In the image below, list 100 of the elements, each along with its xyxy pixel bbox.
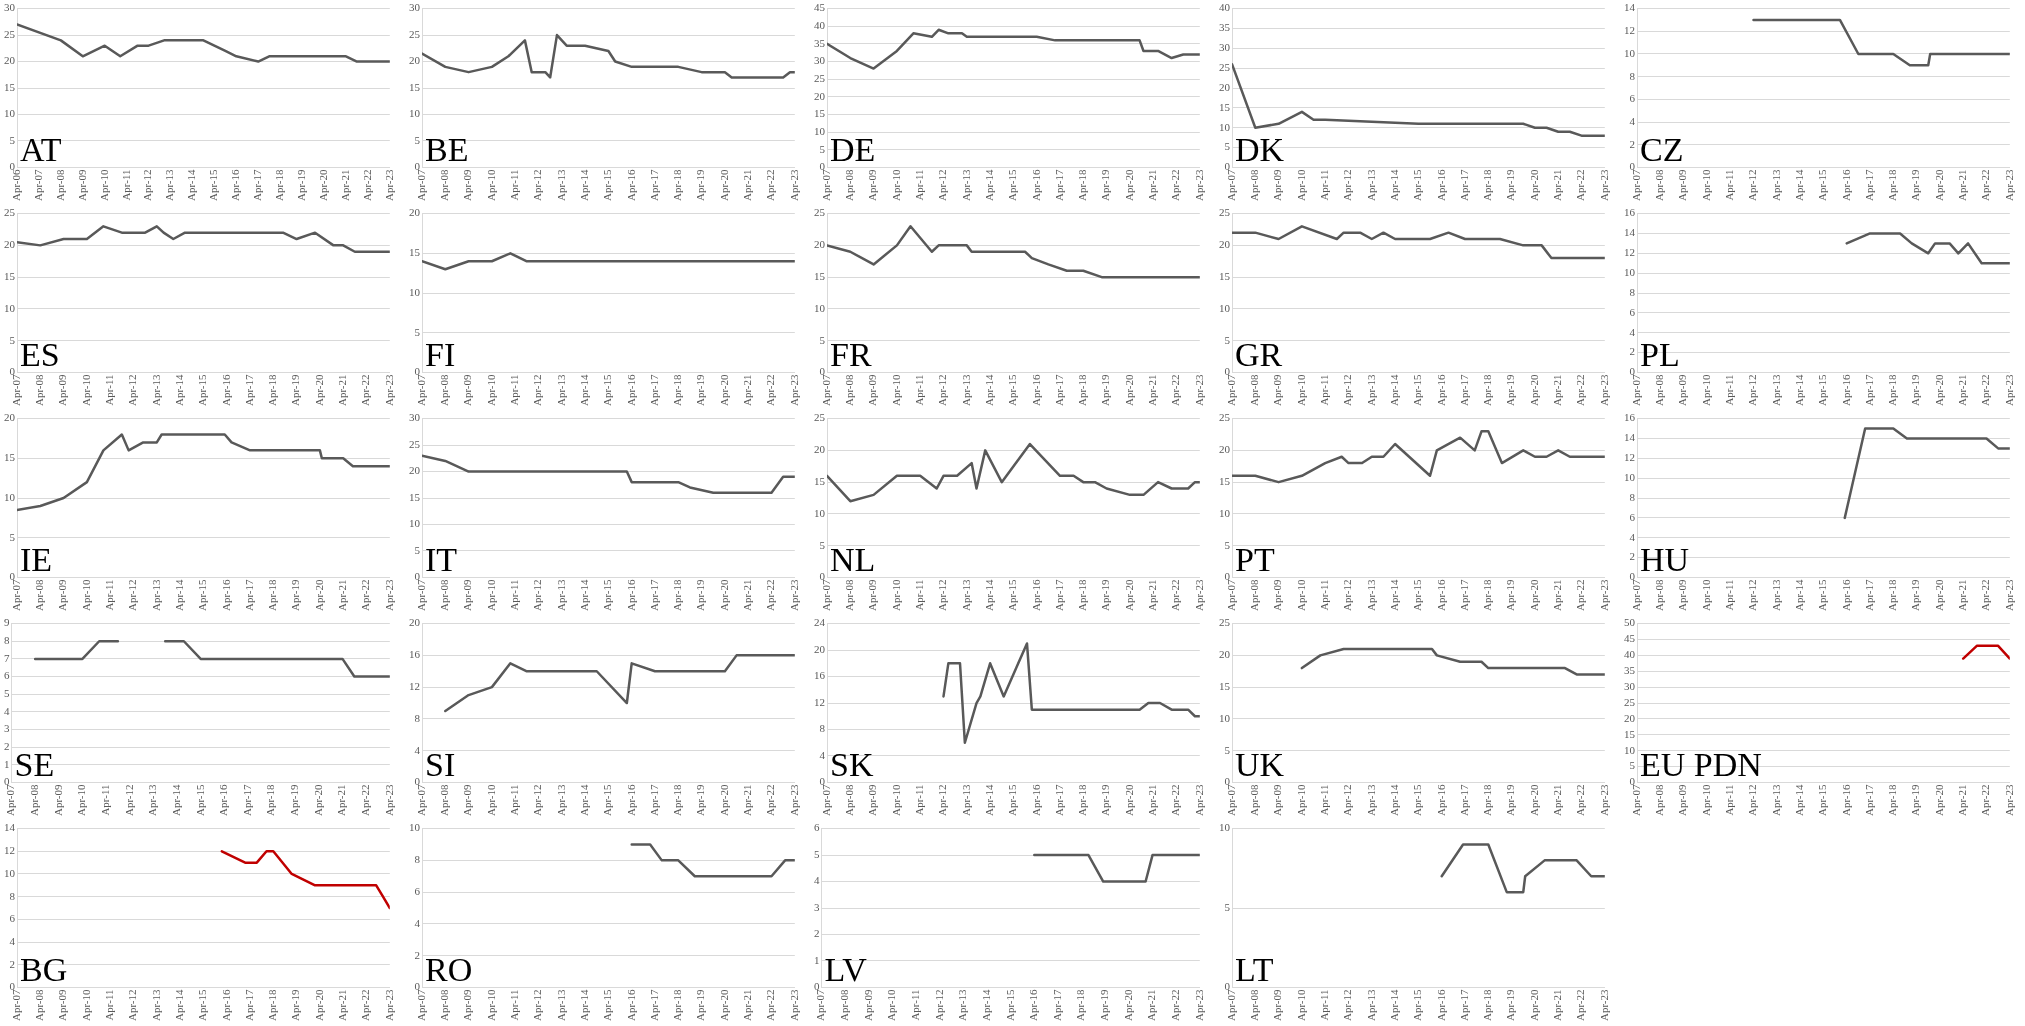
x-tick-label: Apr-19	[1099, 578, 1112, 612]
x-tick-label: Apr-20	[717, 578, 730, 612]
x-tick-label: Apr-08	[843, 373, 856, 407]
y-tick-label: 50	[1624, 616, 1636, 629]
x-tick-label: Apr-13	[1364, 373, 1377, 407]
x-tick-label: Apr-21	[1551, 784, 1564, 817]
y-tick-label: 8	[4, 634, 10, 647]
x-tick-label: Apr-09	[1676, 578, 1689, 612]
x-tick-label: Apr-12	[1746, 784, 1759, 817]
x-tick-label: Apr-22	[1169, 374, 1182, 407]
x-tick-label: Apr-19	[1909, 578, 1922, 612]
x-tick-label: Apr-23	[1192, 783, 1205, 817]
x-tick-label: Apr-10	[1294, 988, 1307, 1022]
x-tick-label: Apr-23	[382, 168, 395, 202]
x-tick-label: Apr-22	[1979, 784, 1992, 817]
x-tick-label: Apr-12	[1746, 374, 1759, 407]
x-tick-label: Apr-21	[741, 784, 754, 817]
x-tick-label: Apr-09	[1676, 373, 1689, 407]
x-tick-label: Apr-12	[122, 784, 135, 817]
x-tick-label: Apr-18	[266, 988, 279, 1022]
y-tick-label: 9	[4, 616, 10, 629]
y-tick-label: 4	[1629, 530, 1636, 543]
x-tick-label: Apr-19	[294, 168, 307, 202]
text: IE	[20, 541, 53, 579]
x-tick-label: Apr-16	[624, 578, 637, 612]
x-tick-label: Apr-17	[1457, 988, 1470, 1022]
y-tick-label: 2	[9, 957, 15, 970]
x-tick-label: Apr-11	[103, 989, 116, 1021]
x-tick-label: Apr-20	[1121, 988, 1134, 1022]
x-tick-label: Apr-18	[1076, 373, 1089, 407]
x-tick-label: Apr-09	[866, 783, 879, 817]
x-tick-label: Apr-17	[1862, 168, 1875, 202]
x-tick-label: Apr-15	[1411, 168, 1424, 202]
text: PT	[1235, 541, 1275, 579]
y-tick-label: 4	[819, 748, 826, 761]
x-tick-label: Apr-16	[1029, 373, 1042, 407]
text: BG	[20, 951, 68, 989]
x-tick-label: Apr-18	[1076, 578, 1089, 612]
x-tick-label: Apr-22	[764, 374, 777, 407]
x-tick-label: Apr-08	[1653, 168, 1666, 202]
x-tick-label: Apr-13	[149, 988, 162, 1022]
y-tick-label: 10	[4, 107, 16, 120]
y-tick-label: 15	[814, 475, 826, 488]
x-tick-label: Apr-12	[936, 374, 949, 407]
y-tick-label: 40	[814, 19, 826, 32]
x-tick-label: Apr-18	[1076, 783, 1089, 817]
x-tick-label: Apr-08	[438, 578, 451, 612]
y-tick-label: 15	[1219, 100, 1231, 113]
text: SK	[830, 746, 874, 784]
x-tick-label: Apr-20	[1527, 988, 1540, 1022]
y-tick-label: 4	[4, 704, 10, 717]
x-tick-label: Apr-21	[336, 989, 349, 1022]
x-tick-label: Apr-19	[1099, 373, 1112, 407]
y-tick-label: 6	[4, 669, 10, 682]
x-tick-label: Apr-16	[1839, 373, 1852, 407]
x-tick-label: Apr-09	[866, 168, 879, 202]
x-tick-label: Apr-08	[33, 578, 46, 612]
x-tick-label: Apr-09	[461, 168, 474, 202]
y-tick-label: 30	[1624, 680, 1636, 693]
x-tick-label: Apr-15	[207, 168, 220, 202]
x-tick-label: Apr-19	[1098, 988, 1111, 1022]
x-tick-label: Apr-20	[312, 373, 325, 407]
y-tick-label: 15	[409, 490, 421, 503]
x-tick-label: Apr-23	[2002, 578, 2015, 612]
y-tick-label: 6	[1629, 305, 1636, 318]
x-tick-label: Apr-10	[1699, 578, 1712, 612]
x-tick-label: Apr-12	[531, 989, 544, 1022]
x-tick-label: Apr-12	[1746, 579, 1759, 612]
x-tick-label: Apr-23	[2002, 168, 2015, 202]
y-tick-label: 10	[1219, 120, 1231, 133]
x-tick-label: Apr-12	[932, 989, 945, 1022]
y-tick-label: 10	[4, 490, 16, 503]
x-tick-label: Apr-11	[1723, 374, 1736, 406]
x-tick-label: Apr-14	[982, 373, 995, 407]
y-tick-label: 25	[1219, 411, 1231, 424]
x-tick-label: Apr-17	[242, 578, 255, 612]
x-tick-label: Apr-11	[913, 579, 926, 611]
y-tick-label: 2	[814, 927, 820, 940]
x-tick-label: Apr-11	[1318, 374, 1331, 406]
x-tick-label: Apr-12	[936, 784, 949, 817]
x-tick-label: Apr-12	[1341, 169, 1354, 202]
x-tick-label: Apr-14	[1792, 783, 1805, 817]
x-tick-label: Apr-19	[1504, 988, 1517, 1022]
y-tick-label: 5	[1224, 743, 1231, 756]
x-tick-label: Apr-16	[1839, 578, 1852, 612]
x-tick-label: Apr-23	[382, 373, 395, 407]
x-tick-label: Apr-14	[577, 988, 590, 1022]
x-tick-label: Apr-11	[913, 374, 926, 406]
x-tick-label: Apr-09	[861, 988, 874, 1022]
x-tick-label: Apr-23	[1597, 578, 1610, 612]
x-tick-label: Apr-23	[787, 783, 800, 817]
x-tick-label: Apr-21	[1145, 989, 1158, 1022]
x-tick-label: Apr-23	[2002, 783, 2015, 817]
x-tick-label: Apr-11	[98, 784, 111, 816]
y-tick-label: 20	[4, 411, 16, 424]
x-tick-label: Apr-20	[1527, 373, 1540, 407]
x-tick-label: Apr-13	[149, 578, 162, 612]
x-tick-label: Apr-17	[242, 373, 255, 407]
y-tick-label: 5	[9, 333, 16, 346]
x-tick-label: Apr-08	[1653, 578, 1666, 612]
